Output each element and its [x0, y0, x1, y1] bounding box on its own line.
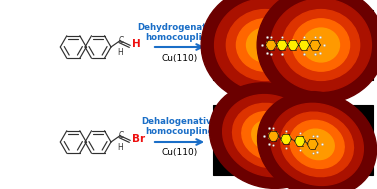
Bar: [213, 105, 373, 175]
Ellipse shape: [210, 83, 328, 188]
Ellipse shape: [226, 10, 303, 81]
Text: C: C: [119, 131, 124, 140]
Ellipse shape: [300, 129, 334, 160]
Ellipse shape: [271, 0, 371, 91]
Text: Dehydrogenative: Dehydrogenative: [138, 22, 221, 32]
Text: Trans-diene: Trans-diene: [259, 4, 327, 17]
Ellipse shape: [293, 19, 349, 71]
Text: C: C: [119, 36, 124, 45]
Ellipse shape: [282, 10, 360, 81]
Text: homocoupling: homocoupling: [145, 33, 214, 42]
Bar: [213, 10, 373, 80]
Ellipse shape: [242, 112, 296, 160]
Ellipse shape: [223, 94, 315, 177]
Ellipse shape: [257, 0, 377, 104]
Ellipse shape: [236, 19, 294, 71]
Text: Br: Br: [132, 134, 145, 144]
Text: Cu(110): Cu(110): [161, 53, 198, 63]
Text: Cis-diene: Cis-diene: [265, 99, 320, 112]
Ellipse shape: [252, 120, 286, 151]
Ellipse shape: [257, 92, 377, 189]
Ellipse shape: [215, 0, 316, 91]
Text: Cu(110): Cu(110): [161, 149, 198, 157]
Text: H: H: [117, 143, 123, 152]
Text: homocoupling: homocoupling: [145, 128, 214, 136]
Ellipse shape: [271, 103, 363, 185]
Text: Dehalogenative: Dehalogenative: [141, 118, 218, 126]
Ellipse shape: [201, 0, 329, 104]
Text: H: H: [132, 39, 141, 49]
Ellipse shape: [290, 120, 344, 168]
Ellipse shape: [281, 112, 353, 177]
Ellipse shape: [233, 103, 305, 168]
Ellipse shape: [247, 28, 284, 62]
Text: H: H: [117, 48, 123, 57]
Ellipse shape: [302, 28, 339, 62]
